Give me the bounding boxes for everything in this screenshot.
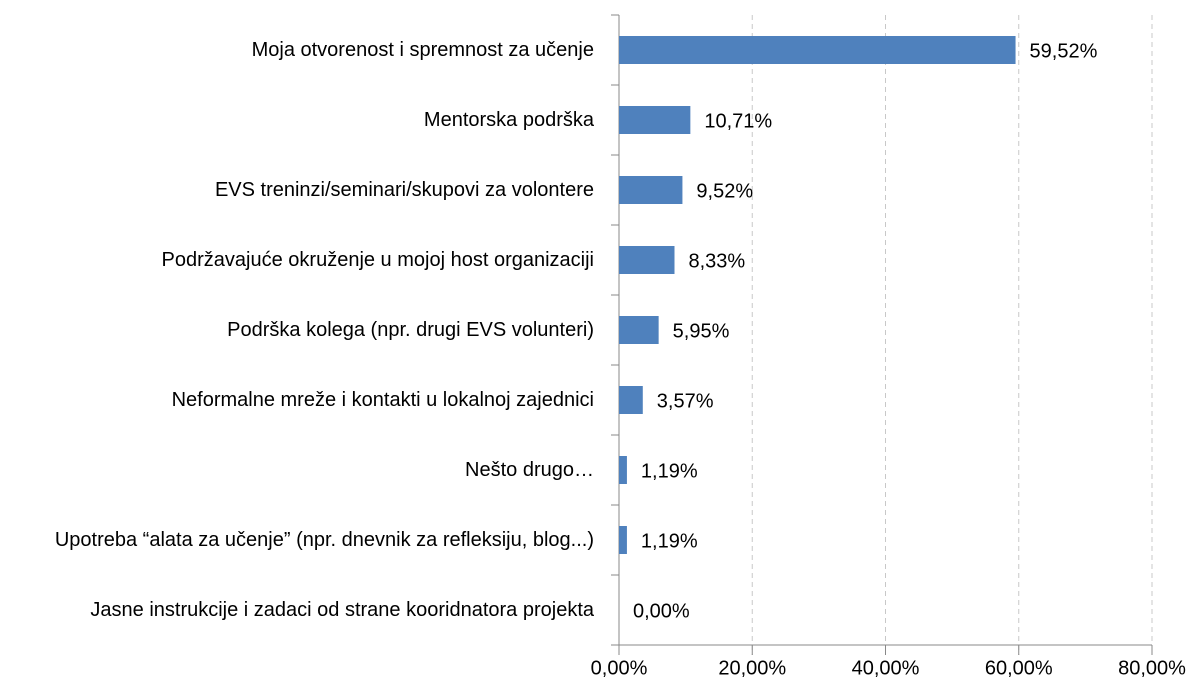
- y-tick-label: Mentorska podrška: [0, 85, 594, 155]
- category-text: Mentorska podrška: [423, 109, 594, 131]
- data-label: 0,00%: [633, 600, 690, 622]
- x-tick-label: 80,00%: [1118, 657, 1186, 679]
- data-label: 1,19%: [641, 530, 698, 552]
- y-tick-label: Podrška kolega (npr. drugi EVS volunteri…: [0, 295, 594, 365]
- y-tick-label: Podržavajuće okruženje u mojoj host orga…: [0, 225, 594, 295]
- data-label: 1,19%: [641, 460, 698, 482]
- category-text: Moja otvorenost i spremnost za učenje: [251, 39, 594, 61]
- data-label: 3,57%: [657, 390, 714, 412]
- x-tick-label: 0,00%: [591, 657, 648, 679]
- y-tick-label: Neformalne mreže i kontakti u lokalnoj z…: [0, 365, 594, 435]
- y-tick-label: Moja otvorenost i spremnost za učenje: [0, 15, 594, 85]
- x-tick-label: 60,00%: [985, 657, 1053, 679]
- category-text: Upotreba “alata za učenje” (npr. dnevnik…: [54, 529, 594, 551]
- y-tick-label: Jasne instrukcije i zadaci od strane koo…: [0, 575, 594, 645]
- bar: [619, 246, 675, 274]
- category-text: Nešto drugo…: [465, 459, 594, 481]
- bar: [619, 36, 1016, 64]
- y-tick-label: Nešto drugo…: [0, 435, 594, 505]
- bar: [619, 386, 643, 414]
- bar: [619, 176, 683, 204]
- category-text: EVS treninzi/seminari/skupovi za volonte…: [214, 179, 594, 201]
- x-tick-label: 40,00%: [852, 657, 920, 679]
- category-text: Podržavajuće okruženje u mojoj host orga…: [161, 249, 594, 271]
- data-label: 9,52%: [696, 180, 753, 202]
- data-label: 10,71%: [704, 110, 772, 132]
- y-tick-label: EVS treninzi/seminari/skupovi za volonte…: [0, 155, 594, 225]
- bar: [619, 456, 627, 484]
- y-tick-label: Upotreba “alata za učenje” (npr. dnevnik…: [0, 505, 594, 575]
- category-text: Podrška kolega (npr. drugi EVS volunteri…: [227, 319, 594, 341]
- data-label: 8,33%: [688, 250, 745, 272]
- bar: [619, 106, 691, 134]
- data-label: 59,52%: [1030, 40, 1098, 62]
- data-label: 5,95%: [673, 320, 730, 342]
- bar: [619, 316, 659, 344]
- bar: [619, 526, 627, 554]
- category-text: Neformalne mreže i kontakti u lokalnoj z…: [171, 389, 594, 411]
- category-text: Jasne instrukcije i zadaci od strane koo…: [90, 599, 594, 621]
- x-tick-label: 20,00%: [718, 657, 786, 679]
